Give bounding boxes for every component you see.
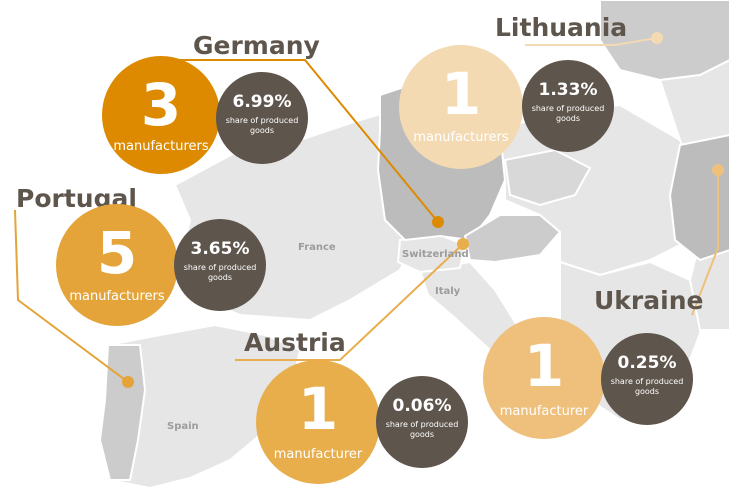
count-value-lithuania: 1 [440,60,482,128]
land-ukraine [668,133,730,262]
manufacturer-count-lithuania: 1 manufacturers [399,45,523,169]
country-name-ukraine: Ukraine [594,286,704,315]
leader-lithuania [525,37,658,46]
country-name-austria: Austria [244,328,346,357]
share-value-germany: 6.99% [232,92,292,112]
leader-ukraine [691,170,719,316]
share-value-ukraine: 0.25% [617,353,677,373]
share-badge-austria: 0.06% share of produced goods [376,376,468,468]
share-caption-lithuania: share of produced goods [531,104,605,123]
leader-austria [235,243,464,361]
land-portugal [98,344,147,481]
label-italy: Italy [435,286,461,297]
dot-ukraine [712,164,724,176]
count-unit-ukraine: manufacturer [499,404,589,419]
dot-portugal [122,376,134,388]
share-caption-ukraine: share of produced goods [610,377,684,396]
dot-lithuania [651,32,663,44]
share-value-lithuania: 1.33% [538,80,598,100]
count-unit-portugal: manufacturers [69,289,165,304]
country-name-lithuania: Lithuania [495,13,628,42]
land-austria [463,214,562,264]
leader-portugal [14,209,129,383]
share-badge-portugal: 3.65% share of produced goods [174,219,266,311]
label-france: France [298,242,336,253]
manufacturer-count-portugal: 5 manufacturers [56,204,178,326]
count-value-austria: 1 [297,375,339,443]
share-caption-austria: share of produced goods [385,420,459,439]
count-unit-germany: manufacturers [113,139,209,154]
manufacturer-count-ukraine: 1 manufacturer [483,317,605,439]
share-badge-germany: 6.99% share of produced goods [216,72,308,164]
share-caption-germany: share of produced goods [225,116,299,135]
count-value-ukraine: 1 [523,332,565,400]
count-unit-lithuania: manufacturers [413,130,509,145]
manufacturer-count-germany: 3 manufacturers [102,56,220,174]
manufacturer-count-austria: 1 manufacturer [256,360,380,484]
label-spain: Spain [167,421,199,432]
share-value-austria: 0.06% [392,396,452,416]
leader-germany [175,59,439,223]
count-value-germany: 3 [140,71,182,139]
country-name-germany: Germany [193,31,320,60]
count-unit-austria: manufacturer [273,447,363,462]
share-caption-portugal: share of produced goods [183,263,257,282]
count-value-portugal: 5 [96,219,138,287]
share-badge-ukraine: 0.25% share of produced goods [601,333,693,425]
label-switzerland: Switzerland [402,249,469,260]
dot-germany [432,216,444,228]
share-badge-lithuania: 1.33% share of produced goods [522,60,614,152]
share-value-portugal: 3.65% [190,239,250,259]
dot-austria [457,238,469,250]
